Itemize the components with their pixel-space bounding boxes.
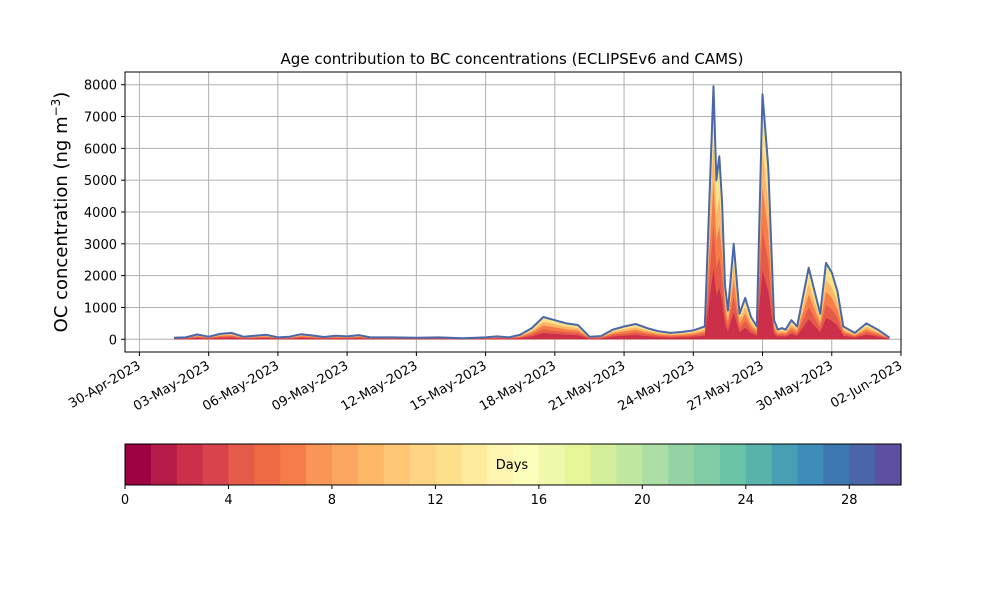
colorbar-segment xyxy=(280,444,307,485)
y-tick-label: 3000 xyxy=(84,238,117,253)
colorbar-segment xyxy=(719,444,747,485)
chart-title: Age contribution to BC concentrations (E… xyxy=(281,50,744,68)
y-tick-label: 6000 xyxy=(84,142,117,157)
y-axis-label: OC concentration (ng m−3) xyxy=(49,92,72,333)
colorbar-segment xyxy=(823,444,850,485)
y-tick-label: 7000 xyxy=(84,111,117,126)
y-tick-label: 2000 xyxy=(84,270,117,285)
colorbar-segment xyxy=(331,444,359,485)
x-tick-label: 24-May-2023 xyxy=(616,358,698,414)
colorbar-segment xyxy=(564,444,592,485)
y-axis-label-text: OC concentration (ng m xyxy=(51,116,72,332)
y-axis-label-superscript: −3 xyxy=(49,99,63,117)
x-tick-label: 15-May-2023 xyxy=(408,358,490,414)
colorbar-tick-label: 12 xyxy=(427,493,444,508)
x-axis: 30-Apr-202303-May-202306-May-202309-May-… xyxy=(66,352,905,414)
y-tick-label: 0 xyxy=(109,333,117,348)
colorbar-segment xyxy=(513,444,540,485)
y-axis: 0 1000 2000 3000 4000 5000 6000 7000 8000 xyxy=(84,79,125,348)
age-layers xyxy=(174,86,890,340)
series-lines xyxy=(173,85,891,340)
colorbar-label: Days xyxy=(496,458,529,473)
colorbar-segment xyxy=(616,444,643,485)
x-tick-label: 06-May-2023 xyxy=(200,358,282,414)
colorbar-segment xyxy=(875,444,902,485)
colorbar-segment xyxy=(357,444,385,485)
colorbar-segment xyxy=(228,444,255,485)
colorbar-segment xyxy=(797,444,824,485)
colorbar-segment xyxy=(409,444,436,485)
y-tick-label: 1000 xyxy=(84,301,117,316)
colorbar-segment xyxy=(694,444,721,485)
colorbar-segment xyxy=(306,444,333,485)
colorbar-tick-label: 16 xyxy=(531,493,548,508)
colorbar-segment xyxy=(202,444,230,485)
colorbar-segment xyxy=(176,444,204,485)
colorbar-segment xyxy=(461,444,488,485)
y-tick-label: 8000 xyxy=(84,79,117,94)
x-tick-label: 30-May-2023 xyxy=(754,358,836,414)
x-tick-label: 21-May-2023 xyxy=(546,358,628,414)
colorbar-segment xyxy=(254,444,281,485)
y-axis-label-close: ) xyxy=(51,92,72,99)
colorbar-tick-label: 28 xyxy=(841,493,858,508)
colorbar: 0 4 8 12 16 20 24 28 xyxy=(121,443,902,508)
colorbar-segment xyxy=(150,444,178,485)
x-tick-label: 27-May-2023 xyxy=(685,358,767,414)
plot-area xyxy=(124,71,902,353)
colorbar-segment xyxy=(849,444,876,485)
colorbar-segment xyxy=(538,444,566,485)
colorbar-tick-label: 4 xyxy=(224,493,232,508)
colorbar-segment xyxy=(590,444,618,485)
colorbar-segment xyxy=(771,444,799,485)
total-line xyxy=(173,85,891,340)
colorbar-tick-label: 0 xyxy=(121,493,129,508)
colorbar-segment xyxy=(487,444,514,485)
colorbar-segment xyxy=(435,444,462,485)
y-tick-label: 5000 xyxy=(84,174,117,189)
y-tick-label: 4000 xyxy=(84,206,117,221)
colorbar-segment xyxy=(745,444,773,485)
colorbar-tick-label: 8 xyxy=(328,493,336,508)
colorbar-segment xyxy=(125,444,152,485)
x-tick-label: 02-Jun-2023 xyxy=(828,358,905,411)
x-tick-label: 03-May-2023 xyxy=(131,358,213,414)
colorbar-frame xyxy=(124,443,902,486)
colorbar-tick-label: 20 xyxy=(634,493,651,508)
colorbar-tick-label: 24 xyxy=(738,493,755,508)
colorbar-segment xyxy=(668,444,695,485)
colorbar-segment xyxy=(642,444,669,485)
x-tick-label: 12-May-2023 xyxy=(339,358,421,414)
x-tick-label: 09-May-2023 xyxy=(269,358,351,414)
colorbar-segment xyxy=(383,444,411,485)
age-layer-6 xyxy=(174,268,890,340)
x-tick-label: 18-May-2023 xyxy=(477,358,559,414)
